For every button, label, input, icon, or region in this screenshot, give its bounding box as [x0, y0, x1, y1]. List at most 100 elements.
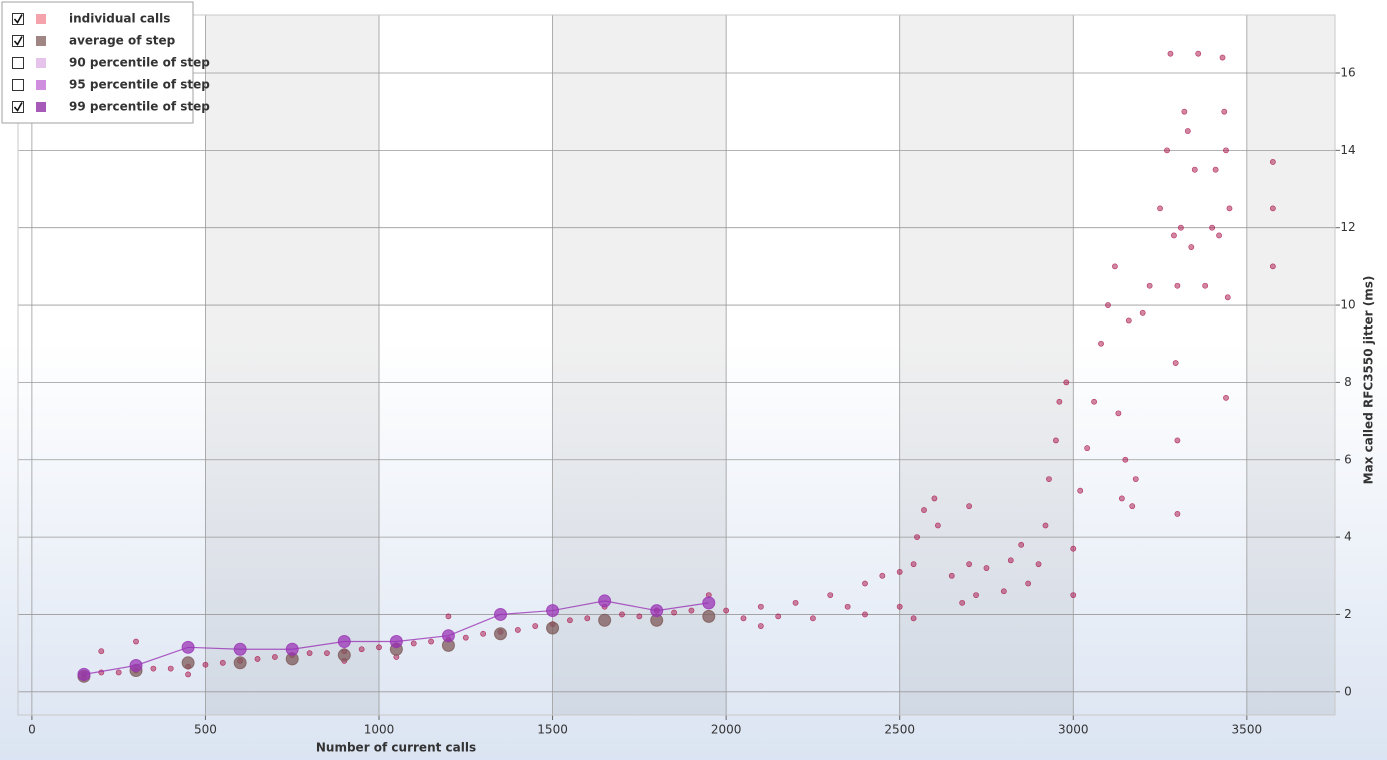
x-tick-label: 1000: [364, 723, 395, 737]
point: [1084, 445, 1091, 452]
point: [532, 623, 539, 629]
y-tick-label: 4: [1344, 530, 1352, 544]
point: [1000, 588, 1007, 595]
point: [167, 665, 174, 672]
point: [1174, 437, 1181, 444]
legend-item[interactable]: 90 percentile of step: [12, 56, 211, 70]
point: [1184, 128, 1191, 134]
legend-swatch: [36, 14, 46, 24]
point: [1112, 263, 1118, 270]
legend-box: [1, 1, 194, 124]
legend-item[interactable]: 95 percentile of step: [12, 78, 211, 92]
x-tick-label: 2000: [711, 723, 742, 737]
point: [1191, 166, 1198, 173]
point: [934, 522, 941, 529]
point: [702, 609, 716, 623]
point: [948, 572, 955, 579]
point: [1098, 340, 1104, 347]
point: [775, 613, 782, 620]
point: [1070, 592, 1077, 599]
point: [115, 669, 122, 676]
point: [1269, 159, 1276, 165]
point: [966, 561, 973, 568]
legend-label: 90 percentile of step: [69, 56, 210, 70]
legend-item[interactable]: 99 percentile of step: [12, 100, 211, 114]
point: [77, 667, 91, 681]
checkbox[interactable]: [12, 57, 24, 69]
point: [636, 613, 643, 620]
point: [959, 599, 966, 606]
point: [896, 569, 903, 575]
legend-swatch: [36, 58, 46, 68]
x-tick-label: 500: [194, 723, 217, 737]
point: [1105, 302, 1111, 308]
point: [1157, 205, 1163, 212]
point: [1188, 244, 1195, 250]
point: [827, 592, 834, 599]
checkmark: [13, 14, 23, 24]
point: [494, 607, 508, 621]
legend-swatch: [36, 80, 46, 90]
point: [844, 603, 851, 610]
legend-swatch: [36, 102, 46, 112]
point: [931, 495, 938, 502]
point: [233, 656, 247, 670]
y-tick-label: 0: [1344, 684, 1352, 698]
point: [150, 665, 157, 672]
point: [1122, 456, 1129, 463]
point: [671, 609, 677, 616]
point: [619, 611, 625, 618]
point: [1219, 54, 1226, 61]
legend-label: individual calls: [69, 12, 170, 26]
point: [441, 629, 455, 643]
point: [285, 642, 299, 656]
point: [181, 656, 195, 670]
point: [792, 599, 799, 606]
x-axis-title: Number of current calls: [316, 741, 476, 755]
point: [921, 507, 927, 513]
checkmark: [13, 36, 23, 46]
y-tick-label: 6: [1344, 452, 1352, 466]
legend: individual calls average of step 90 percen…: [1, 1, 211, 124]
point: [598, 594, 612, 608]
point: [1224, 294, 1231, 301]
point: [1223, 147, 1229, 154]
point: [462, 634, 469, 641]
y-axis-title: Max called RFC3550 jitter (ms): [1362, 276, 1376, 485]
point: [740, 615, 747, 622]
checkbox[interactable]: [12, 101, 24, 113]
point: [202, 661, 209, 668]
point: [1077, 487, 1084, 494]
point: [1223, 394, 1229, 401]
checkbox[interactable]: [12, 79, 24, 91]
point: [546, 621, 560, 635]
point: [306, 650, 313, 657]
point: [337, 635, 351, 649]
point: [584, 615, 591, 622]
checkbox[interactable]: [12, 35, 24, 47]
point: [1167, 50, 1174, 57]
point: [337, 648, 351, 662]
point: [1172, 360, 1179, 366]
point: [1042, 522, 1049, 529]
point: [1125, 317, 1132, 324]
point: [1212, 166, 1219, 173]
legend-item[interactable]: average of step: [12, 34, 176, 48]
point: [1115, 410, 1122, 417]
point: [1007, 557, 1014, 564]
point: [376, 644, 382, 651]
legend-item[interactable]: individual calls: [12, 12, 171, 26]
point: [514, 627, 521, 633]
point: [1035, 561, 1042, 568]
point: [233, 642, 247, 656]
plot-area: [17, 14, 1340, 720]
point: [966, 503, 973, 510]
checkbox[interactable]: [12, 13, 24, 25]
point: [1018, 541, 1025, 548]
point: [480, 630, 487, 637]
point: [271, 654, 278, 660]
point: [129, 658, 143, 672]
x-tick-label: 3500: [1232, 723, 1263, 737]
